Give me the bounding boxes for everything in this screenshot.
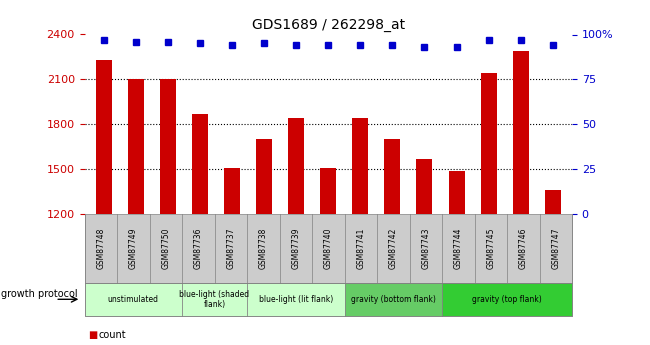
Bar — [96, 60, 112, 214]
Text: unstimulated: unstimulated — [108, 295, 159, 304]
Text: blue-light (shaded
flank): blue-light (shaded flank) — [179, 289, 250, 309]
Text: GSM87739: GSM87739 — [291, 228, 300, 269]
Bar — [417, 159, 432, 214]
Bar — [224, 168, 240, 214]
Bar — [480, 73, 497, 214]
Text: GSM87741: GSM87741 — [356, 228, 365, 269]
Title: GDS1689 / 262298_at: GDS1689 / 262298_at — [252, 18, 405, 32]
Bar — [128, 79, 144, 214]
Text: GSM87748: GSM87748 — [96, 228, 105, 269]
Bar — [256, 139, 272, 214]
Bar — [448, 170, 465, 214]
Text: GSM87745: GSM87745 — [486, 228, 495, 269]
Bar — [352, 118, 369, 214]
Text: count: count — [99, 330, 126, 339]
Text: GSM87740: GSM87740 — [324, 228, 333, 269]
Text: GSM87743: GSM87743 — [421, 228, 430, 269]
Text: blue-light (lit flank): blue-light (lit flank) — [259, 295, 333, 304]
Bar — [320, 168, 336, 214]
Text: ■: ■ — [88, 330, 97, 339]
Bar — [160, 79, 176, 214]
Text: GSM87736: GSM87736 — [194, 228, 203, 269]
Text: GSM87744: GSM87744 — [454, 228, 463, 269]
Text: GSM87742: GSM87742 — [389, 228, 398, 269]
Bar — [288, 118, 304, 214]
Text: GSM87749: GSM87749 — [129, 228, 138, 269]
Text: GSM87737: GSM87737 — [226, 228, 235, 269]
Text: GSM87738: GSM87738 — [259, 228, 268, 269]
Text: growth protocol: growth protocol — [1, 289, 77, 299]
Bar — [513, 51, 528, 214]
Text: GSM87750: GSM87750 — [161, 228, 170, 269]
Bar — [545, 190, 561, 214]
Bar — [192, 114, 208, 214]
Text: GSM87747: GSM87747 — [551, 228, 560, 269]
Bar — [384, 139, 400, 214]
Text: gravity (bottom flank): gravity (bottom flank) — [351, 295, 436, 304]
Text: gravity (top flank): gravity (top flank) — [472, 295, 542, 304]
Text: GSM87746: GSM87746 — [519, 228, 528, 269]
